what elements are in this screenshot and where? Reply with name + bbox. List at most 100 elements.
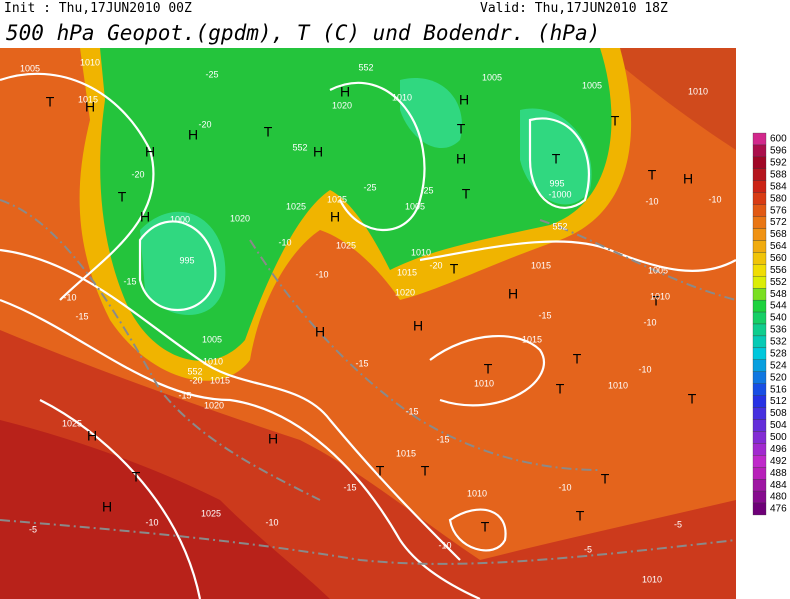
- contour-label: 1020: [204, 400, 224, 410]
- colorbar-swatch: [752, 443, 767, 456]
- colorbar-label: 500: [770, 432, 787, 443]
- colorbar-label: 580: [770, 193, 787, 204]
- colorbar-label: 508: [770, 408, 787, 419]
- colorbar-swatch: [752, 228, 767, 241]
- contour-label: -10: [645, 196, 658, 206]
- contour-label: -10: [63, 292, 76, 302]
- contour-label: 1010: [650, 291, 670, 301]
- colorbar-label: 600: [770, 134, 787, 145]
- colorbar-swatch: [752, 395, 767, 408]
- colorbar-swatch: [752, 132, 767, 146]
- pressure-center: H: [683, 171, 693, 187]
- colorbar-swatch: [752, 359, 767, 372]
- pressure-center: H: [145, 144, 155, 160]
- temperature-lines: [0, 199, 737, 565]
- colorbar-label: 560: [770, 253, 787, 264]
- contour-label: 1010: [80, 57, 100, 67]
- pressure-center: H: [413, 318, 423, 334]
- contour-label: 995: [179, 255, 194, 265]
- contour-label: 1005: [405, 201, 425, 211]
- contour-label: 1010: [642, 574, 662, 584]
- colorbar-swatch: [752, 383, 767, 396]
- contour-label: 1025: [62, 418, 82, 428]
- colorbar-swatch: [752, 311, 767, 325]
- pressure-center: T: [118, 189, 127, 205]
- colorbar-label: 596: [770, 146, 787, 157]
- contour-label: 1025: [201, 508, 221, 518]
- pressure-center: H: [87, 428, 97, 444]
- colorbar-label: 592: [770, 158, 787, 169]
- colorbar-label: 516: [770, 384, 787, 395]
- colorbar-swatch: [752, 288, 767, 301]
- pressure-center: T: [264, 124, 273, 140]
- contour-label: -5: [584, 544, 592, 554]
- contour-label: 1020: [230, 213, 250, 223]
- colorbar-label: 564: [770, 241, 787, 252]
- contour-label: -15: [75, 311, 88, 321]
- colorbar-swatch: [752, 240, 767, 253]
- colorbar-label: 492: [770, 456, 787, 467]
- contour-label: -25: [420, 185, 433, 195]
- contour-label: -10: [315, 269, 328, 279]
- contour-label: 1010: [467, 488, 487, 498]
- colorbar-swatch: [752, 490, 767, 504]
- contour-label: -10: [278, 237, 291, 247]
- contour-label: 1000: [170, 214, 190, 224]
- pressure-center: T: [652, 293, 661, 309]
- colorbar-label: 496: [770, 444, 787, 455]
- pressure-center: H: [315, 324, 325, 340]
- pressure-center: H: [313, 144, 323, 160]
- colorbar-swatch: [752, 276, 767, 289]
- colorbar-label: 520: [770, 372, 787, 383]
- colorbar-label: 548: [770, 289, 787, 300]
- contour-label: -25: [205, 69, 218, 79]
- contour-label: 1010: [474, 378, 494, 388]
- pressure-center: H: [456, 151, 466, 167]
- colorbar-swatch: [752, 455, 767, 468]
- colorbar-label: 544: [770, 301, 787, 312]
- pressure-center: T: [376, 463, 385, 479]
- colorbar-label: 556: [770, 265, 787, 276]
- init-time: Init : Thu,17JUN2010 00Z: [4, 1, 192, 16]
- contour-label: 1015: [78, 94, 98, 104]
- contour-label: 1020: [332, 100, 352, 110]
- pressure-center: T: [688, 391, 697, 407]
- contour-label: -20: [429, 260, 442, 270]
- colorbar-swatch: [752, 323, 767, 337]
- pressure-center: T: [611, 113, 620, 129]
- contour-label: -5: [674, 519, 682, 529]
- colorbar-swatch: [752, 144, 767, 158]
- contour-label: 1005: [482, 72, 502, 82]
- colorbar-swatch: [752, 192, 767, 205]
- contour-label: -1000: [548, 189, 571, 199]
- contour-label: 1010: [392, 92, 412, 102]
- contour-label: -15: [355, 358, 368, 368]
- pressure-center: T: [601, 471, 610, 487]
- contour-label: -15: [436, 434, 449, 444]
- contour-label: 1025: [336, 240, 356, 250]
- contour-label: -10: [265, 517, 278, 527]
- contour-label: 995: [549, 178, 564, 188]
- colorbar-label: 584: [770, 181, 787, 192]
- contour-label: -10: [558, 482, 571, 492]
- contour-label: -15: [343, 482, 356, 492]
- colorbar-swatch: [752, 502, 767, 516]
- colorbar-swatch: [752, 467, 767, 480]
- contour-label: 552: [552, 221, 567, 231]
- contour-label: -15: [178, 390, 191, 400]
- pressure-center: H: [102, 499, 112, 515]
- contour-label: 1025: [286, 201, 306, 211]
- colorbar-label: 568: [770, 229, 787, 240]
- pressure-center: T: [576, 508, 585, 524]
- colorbar-label: 504: [770, 420, 787, 431]
- colorbar-label: 536: [770, 325, 787, 336]
- colorbar-swatch: [752, 407, 767, 420]
- colorbar-swatch: [752, 431, 767, 444]
- colorbar-swatch: [752, 264, 767, 277]
- colorbar-label: 576: [770, 205, 787, 216]
- colorbar-swatch: [752, 156, 767, 169]
- contour-label: -25: [363, 182, 376, 192]
- colorbar-label: 488: [770, 468, 787, 479]
- contour-label: 1015: [522, 334, 542, 344]
- colorbar-swatch: [752, 180, 767, 193]
